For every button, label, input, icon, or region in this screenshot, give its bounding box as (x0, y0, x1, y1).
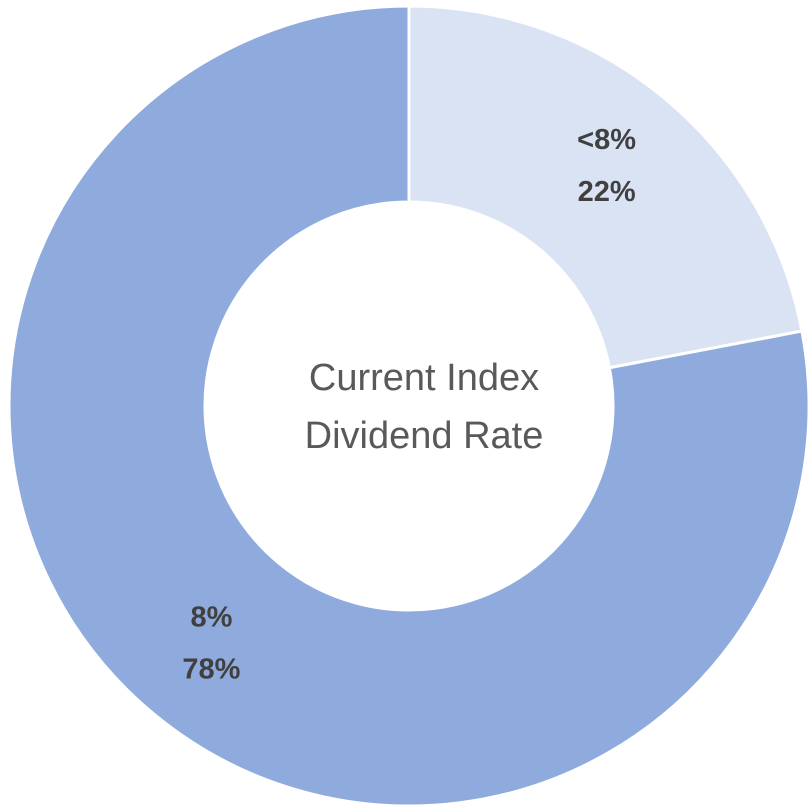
category-label: <8% (577, 124, 636, 156)
slice (407, 4, 804, 370)
slice (7, 4, 809, 808)
value-label: 22% (578, 176, 636, 208)
center-label: Dividend Rate (305, 415, 544, 457)
value-label: 78% (182, 654, 240, 686)
center-label: Current Index (309, 357, 539, 399)
category-label: 8% (190, 602, 232, 634)
